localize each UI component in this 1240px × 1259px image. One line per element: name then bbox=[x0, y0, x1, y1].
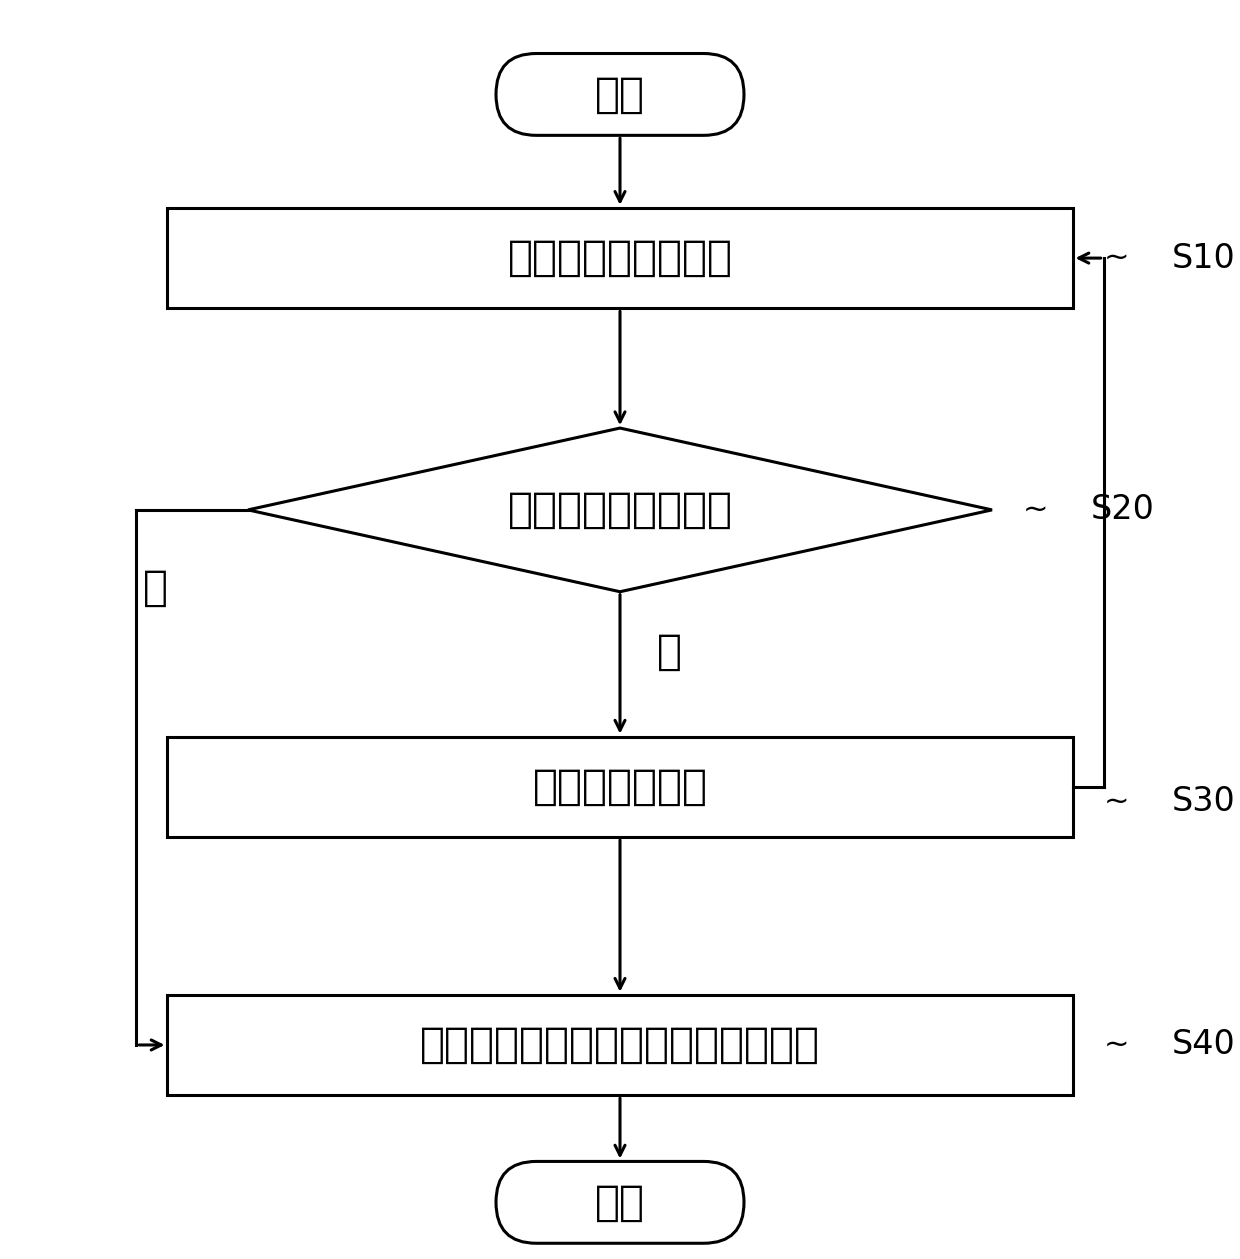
FancyBboxPatch shape bbox=[496, 53, 744, 136]
FancyBboxPatch shape bbox=[496, 1161, 744, 1244]
Bar bbox=[167, 737, 1073, 837]
Text: S40: S40 bbox=[1172, 1029, 1235, 1061]
Polygon shape bbox=[248, 428, 992, 592]
Bar bbox=[167, 995, 1073, 1095]
Text: S30: S30 bbox=[1172, 786, 1235, 818]
Text: ~: ~ bbox=[1023, 495, 1049, 525]
Text: ~: ~ bbox=[1104, 1030, 1130, 1060]
Bar bbox=[167, 208, 1073, 308]
Text: 将当前的壁厚作为确定的塔架的壁厚: 将当前的壁厚作为确定的塔架的壁厚 bbox=[420, 1024, 820, 1066]
Text: 更新当前的壁厚: 更新当前的壁厚 bbox=[532, 765, 708, 808]
Text: 开始: 开始 bbox=[595, 73, 645, 116]
Text: 是: 是 bbox=[143, 567, 167, 608]
Text: 设定塔架当前的壁厚: 设定塔架当前的壁厚 bbox=[507, 237, 733, 279]
Text: 结束: 结束 bbox=[595, 1181, 645, 1224]
Text: S20: S20 bbox=[1091, 494, 1156, 526]
Text: ~: ~ bbox=[1104, 787, 1130, 817]
Text: S10: S10 bbox=[1172, 242, 1235, 274]
Text: 约束条件是否被满足: 约束条件是否被满足 bbox=[507, 488, 733, 531]
Text: ~: ~ bbox=[1104, 243, 1130, 273]
Text: 否: 否 bbox=[657, 631, 682, 672]
